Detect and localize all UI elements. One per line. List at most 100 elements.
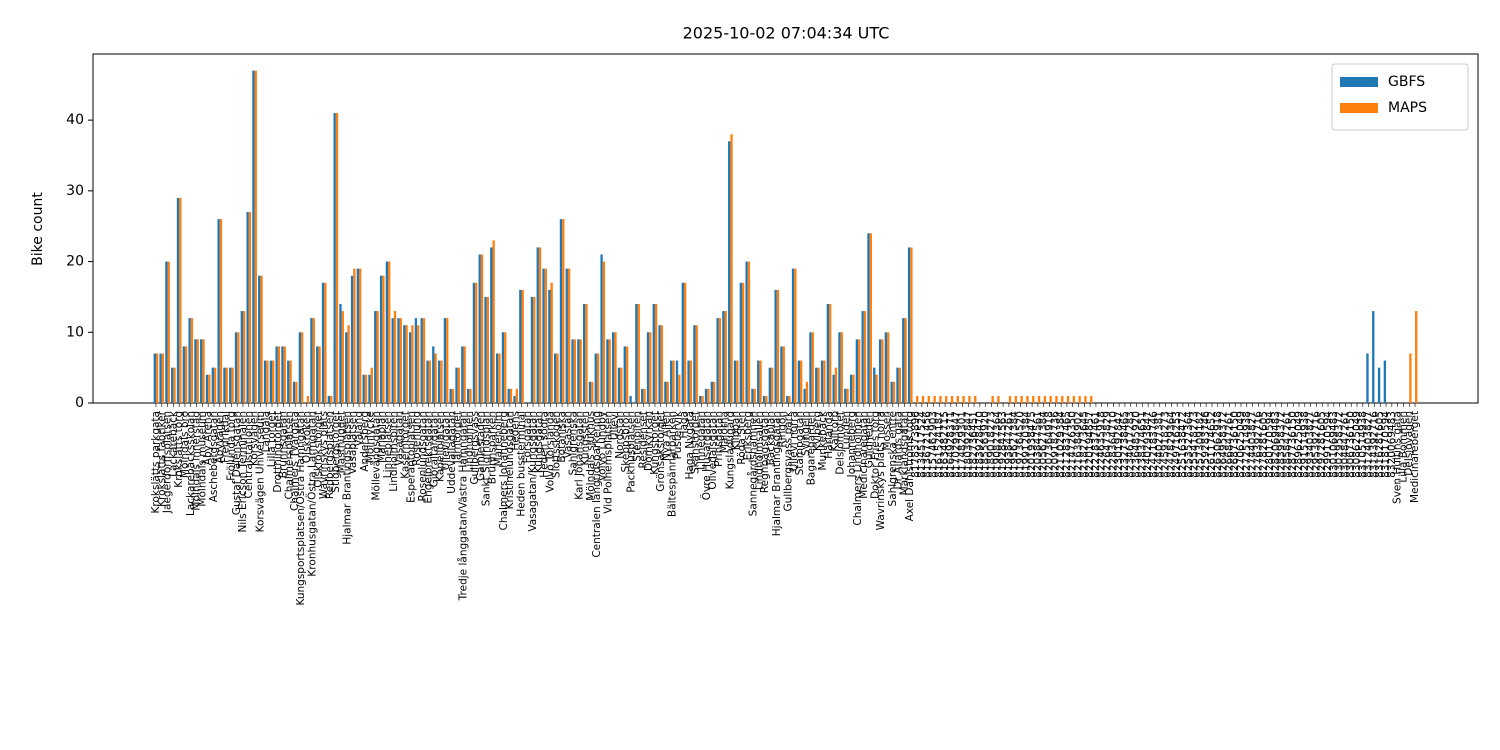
- bar: [747, 261, 751, 403]
- x-tick-label: Munkebäck: [817, 410, 829, 470]
- bar: [548, 289, 551, 403]
- x-tick-label: Lilla Bommen: [1397, 411, 1409, 483]
- x-tick-label: Fredrikdal: [220, 411, 232, 463]
- x-tick-label: Gamlestaden: [475, 411, 487, 481]
- bar: [782, 346, 785, 403]
- x-tick-label: Karl Johansgatan: [574, 411, 586, 500]
- bar: [292, 381, 296, 403]
- x-tick-label: Linnéplatsen: [382, 411, 394, 478]
- bar: [283, 346, 286, 403]
- x-tick-label: Doktor Fries torg: [869, 411, 881, 499]
- bar: [858, 339, 861, 403]
- bar: [892, 381, 896, 403]
- bar: [495, 353, 499, 403]
- x-tick-label: Gustaf Dalénsgatan: [231, 411, 243, 515]
- bar: [411, 325, 414, 403]
- bar: [654, 303, 658, 403]
- bar: [867, 233, 870, 403]
- bar: [165, 261, 168, 403]
- x-tick-label: Vasagatan: [394, 411, 406, 466]
- x-tick-label: 8314392716: [1368, 411, 1380, 478]
- x-tick-label: Pustervik: [672, 410, 684, 459]
- bar: [809, 332, 812, 403]
- bar: [1383, 360, 1387, 403]
- bar: [426, 360, 429, 403]
- bar: [786, 395, 789, 403]
- x-tick-label: 8185563920: [980, 411, 992, 478]
- bar: [666, 381, 669, 403]
- bar: [432, 346, 435, 403]
- x-tick-label: 8207364918: [1044, 411, 1056, 478]
- bar: [446, 318, 449, 403]
- x-tick-label: 8211029384: [1055, 411, 1067, 478]
- bar: [968, 395, 971, 403]
- bar: [295, 381, 298, 403]
- bar: [345, 332, 348, 403]
- x-tick-label: Härlanda: [823, 411, 835, 459]
- bar: [498, 353, 501, 403]
- bar: [1055, 395, 1058, 403]
- x-tick-label: Marklandsgatan: [898, 411, 910, 495]
- bar: [1026, 395, 1029, 403]
- bar: [962, 395, 965, 403]
- bar: [641, 388, 644, 403]
- bar: [670, 360, 673, 403]
- x-tick-label: 8270625049: [1235, 411, 1247, 478]
- bar: [391, 318, 394, 403]
- bar: [565, 268, 568, 403]
- x-tick-label: Kungsportsplatsen/Östra Hamngatan: [294, 411, 307, 606]
- bar: [745, 261, 748, 403]
- x-tick-label: Skeppsbron: [620, 411, 632, 472]
- x-tick-label: 8174829301: [956, 411, 968, 478]
- x-tick-label: 8253527364: [1183, 411, 1195, 478]
- bar: [490, 247, 493, 403]
- bar: [231, 367, 234, 403]
- bar: [800, 360, 803, 403]
- bar: [623, 346, 626, 403]
- x-tick-label: Hedens: [510, 411, 522, 451]
- bar: [434, 353, 437, 403]
- bar: [1014, 395, 1018, 403]
- bar: [353, 268, 356, 403]
- bar: [472, 282, 476, 403]
- x-tick-label: 8195627384: [1009, 411, 1021, 478]
- x-tick-label: 8228364710: [1107, 411, 1119, 478]
- x-tick-label: Sahlgrenska: [568, 411, 580, 475]
- x-tick-label: Packhusplatsen: [626, 411, 638, 493]
- bar: [1078, 395, 1081, 403]
- x-tick-label: Kristinelundsgatan: [504, 411, 516, 509]
- bar: [956, 395, 959, 403]
- x-tick-label: Tredje långgatan/Västra Hamngatan: [456, 411, 469, 601]
- x-tick-label: Ullevi norra: [788, 411, 800, 471]
- bar: [385, 261, 389, 403]
- bar: [594, 353, 597, 403]
- bar: [921, 395, 925, 403]
- bar: [710, 381, 713, 403]
- bar: [855, 339, 859, 403]
- x-tick-label: 8316281605: [1374, 411, 1386, 478]
- bar: [829, 303, 832, 403]
- x-tick-label: 8280170594: [1264, 411, 1276, 478]
- x-tick-label: Mariaplan: [376, 411, 388, 463]
- bar: [289, 360, 292, 403]
- bar: [306, 395, 310, 403]
- bar: [519, 289, 522, 403]
- x-tick-label: 8304847261: [1339, 411, 1351, 478]
- x-tick-label: Wavrinskys plats: [318, 411, 330, 499]
- bar: [863, 311, 867, 403]
- x-tick-label: 8272514938: [1241, 411, 1253, 478]
- bar: [339, 303, 342, 403]
- x-tick-label: Frölunda torg: [225, 411, 237, 481]
- bar: [469, 388, 472, 403]
- x-tick-label: Esperantoplatsen: [405, 411, 417, 503]
- x-tick-label: 8224635918: [1096, 411, 1108, 478]
- bar: [1090, 395, 1093, 403]
- x-tick-label: 8255418273: [1189, 411, 1201, 478]
- x-tick-label: 8218273645: [1078, 411, 1090, 478]
- x-tick-label: Majorna: [719, 411, 731, 453]
- x-tick-label: Mölndals bro: [179, 411, 191, 478]
- x-tick-label: Mölndals sjukhus: [585, 411, 597, 501]
- bar: [1020, 395, 1023, 403]
- bar: [805, 381, 809, 403]
